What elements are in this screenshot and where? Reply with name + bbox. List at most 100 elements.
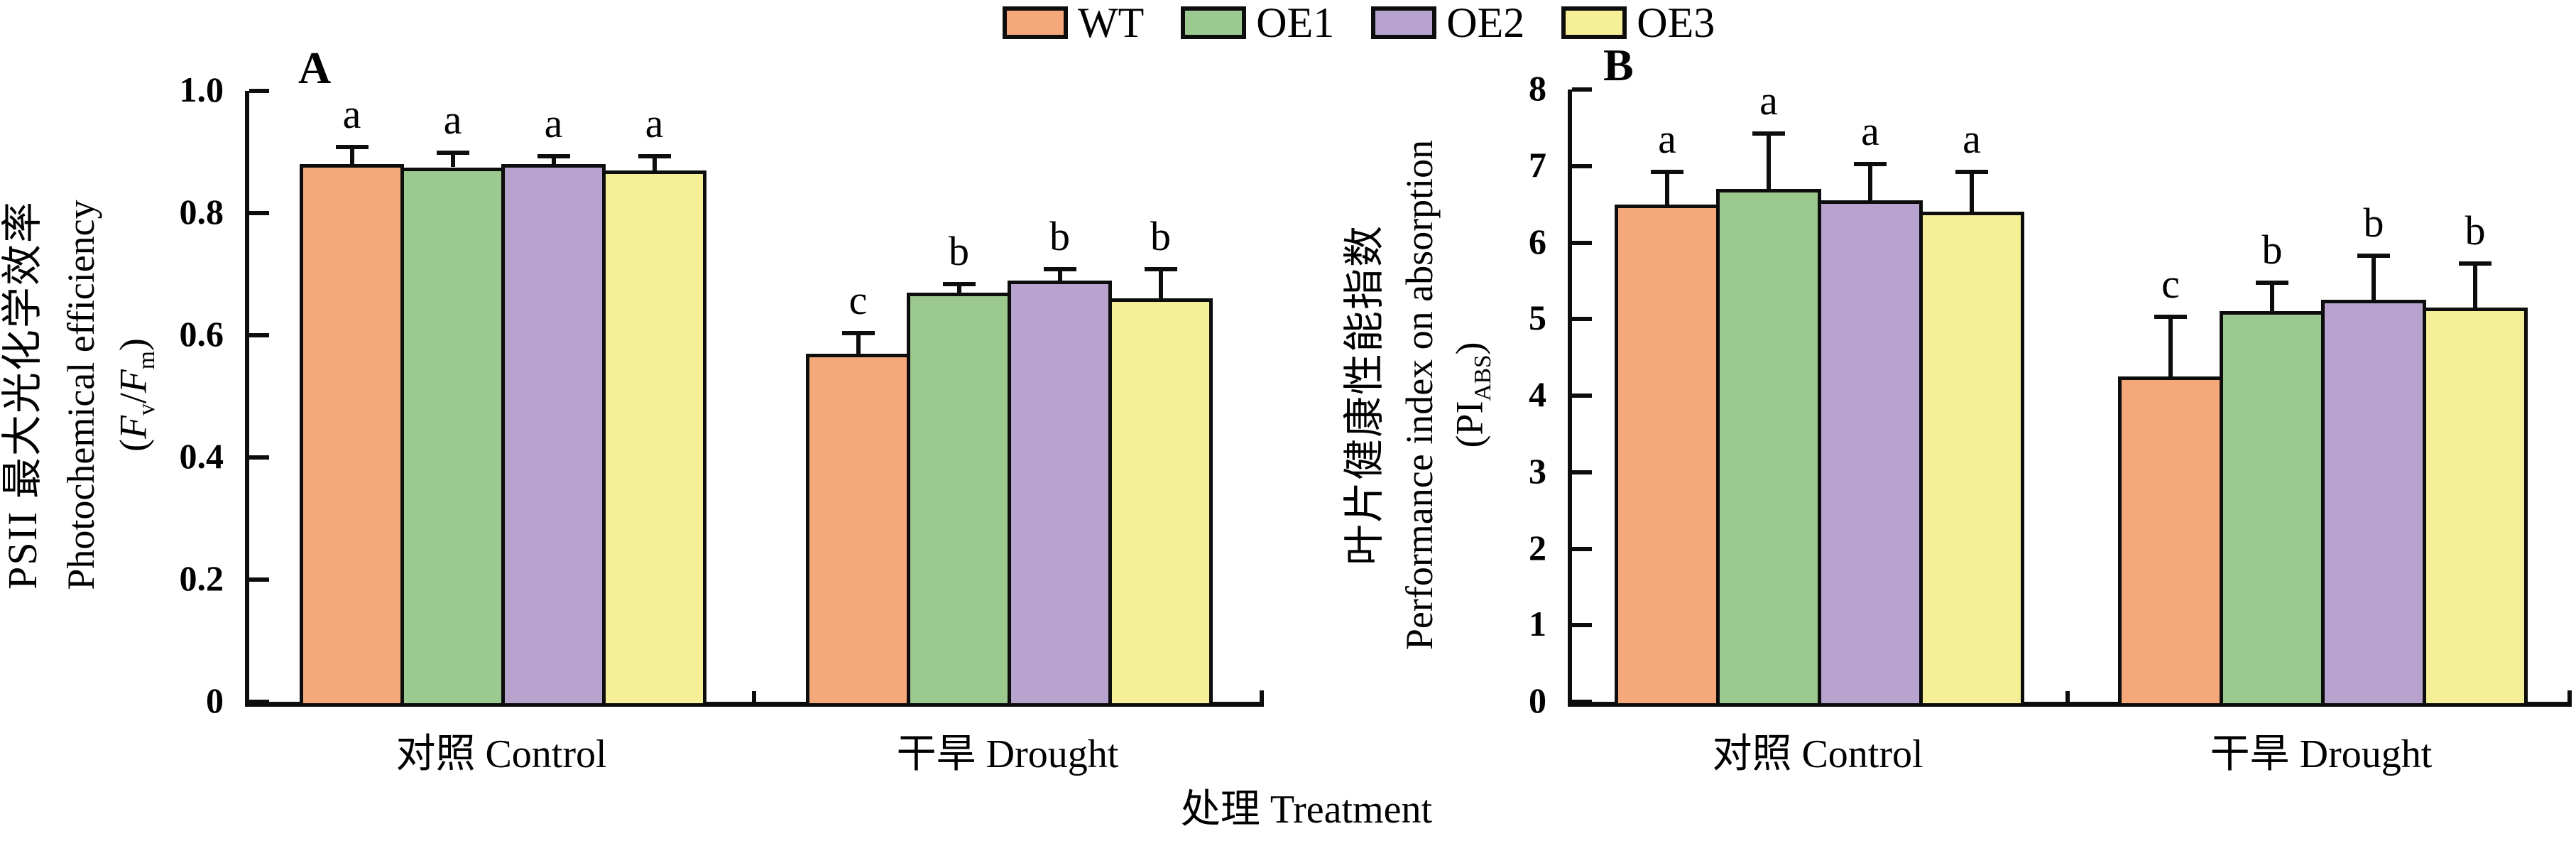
y-axis-formula-segment: m — [133, 351, 160, 370]
y-tick-label: 4 — [1529, 374, 1546, 414]
y-axis-tick — [1572, 394, 1592, 398]
error-bar — [1868, 166, 1872, 201]
y-axis-tick — [249, 211, 269, 215]
y-tick-label: 1 — [1529, 604, 1546, 644]
error-bar-cap — [1651, 169, 1683, 174]
y-axis-tick — [249, 700, 269, 704]
error-bar-cap — [2154, 315, 2187, 320]
legend-item-oe1: OE1 — [1181, 1, 1334, 44]
error-bar — [1767, 135, 1771, 190]
error-bar — [652, 158, 657, 170]
y-axis-tick — [249, 333, 269, 337]
y-tick-label: 0 — [206, 680, 224, 720]
error-bar-cap — [2459, 261, 2492, 266]
significance-letter: b — [2261, 226, 2283, 273]
y-tick-label: 8 — [1529, 68, 1546, 108]
legend-item-oe2: OE2 — [1371, 1, 1524, 44]
bar-wt-control — [300, 164, 404, 707]
bar-oe1-control — [1716, 189, 1821, 707]
error-bar — [956, 286, 961, 293]
x-axis-line — [1568, 702, 2572, 707]
error-bar — [2270, 284, 2274, 312]
significance-letter: b — [2465, 207, 2486, 254]
category-label: 对照 Control — [395, 732, 607, 776]
y-tick-label: 5 — [1529, 298, 1546, 338]
legend-item-wt: WT — [1003, 1, 1144, 44]
x-axis-separator-tick — [2065, 691, 2070, 702]
legend-swatch-icon — [1003, 6, 1068, 39]
bar-oe3-control — [1919, 212, 2024, 707]
significance-letter: a — [544, 99, 563, 146]
y-tick-label: 2 — [1529, 527, 1546, 568]
error-bar-cap — [1752, 131, 1785, 136]
significance-letter: b — [1049, 212, 1070, 259]
y-tick-label: 1.0 — [179, 70, 224, 109]
bar-wt-control — [1615, 204, 1720, 707]
y-axis-tick — [1572, 470, 1592, 474]
error-bar — [1057, 271, 1062, 281]
error-bar — [1158, 271, 1163, 299]
error-bar — [2372, 258, 2376, 300]
y-axis-line — [1568, 89, 1572, 707]
y-axis-formula-segment: (PI — [1448, 401, 1491, 448]
y-axis-tick — [1572, 163, 1592, 168]
legend-label: WT — [1078, 0, 1145, 46]
x-axis-title: 处理 Treatment — [1180, 788, 1433, 832]
y-axis-title: Performance index on absorption — [1398, 139, 1441, 651]
x-axis-separator-tick — [752, 691, 756, 702]
legend-label: OE2 — [1446, 0, 1525, 46]
legend-swatch-icon — [1561, 6, 1627, 39]
y-tick-label: 3 — [1529, 450, 1546, 491]
y-axis-formula-segment: F — [111, 415, 155, 439]
panel-letter: A — [298, 43, 332, 93]
y-axis-formula-segment: v — [133, 403, 160, 416]
y-axis-tick — [1572, 317, 1592, 322]
y-tick-label: 7 — [1529, 144, 1546, 185]
error-bar — [349, 148, 354, 165]
bar-oe3-drought — [1108, 298, 1213, 707]
y-axis-line — [245, 91, 249, 707]
significance-letter: a — [443, 97, 462, 143]
y-tick-label: 0.6 — [179, 314, 224, 354]
error-bar-cap — [1144, 266, 1177, 271]
error-bar — [2473, 265, 2477, 308]
legend-item-oe3: OE3 — [1561, 1, 1715, 44]
bar-oe3-control — [602, 170, 706, 707]
legend-label: OE3 — [1637, 0, 1715, 46]
bar-oe2-control — [501, 164, 606, 707]
significance-letter: b — [1150, 212, 1171, 259]
bar-oe1-control — [400, 167, 505, 707]
legend-label: OE1 — [1256, 0, 1335, 46]
y-axis-formula-segment: ABS — [1470, 354, 1497, 401]
error-bar-cap — [2357, 254, 2390, 259]
y-axis-tick — [1572, 87, 1592, 92]
error-bar-cap — [335, 144, 369, 149]
y-axis-tick — [249, 455, 269, 460]
significance-letter: a — [1658, 115, 1676, 162]
y-axis-formula-segment: / — [111, 393, 155, 404]
significance-letter: c — [2161, 261, 2180, 308]
category-label: 对照 Control — [1712, 732, 1923, 776]
error-bar — [551, 158, 556, 165]
significance-letter: b — [2363, 200, 2384, 246]
y-axis-formula-segment: ( — [111, 438, 155, 452]
y-axis-formula-segment: ) — [111, 338, 155, 352]
y-axis-title: (Fv/Fm) — [111, 338, 160, 452]
y-axis-title: (PIABS) — [1448, 342, 1497, 448]
error-bar-cap — [1854, 161, 1887, 166]
bar-oe2-drought — [2321, 300, 2426, 707]
error-bar-cap — [1955, 169, 1988, 174]
error-bar — [450, 155, 455, 168]
category-label: 干旱 Drought — [896, 732, 1119, 776]
legend-swatch-icon — [1181, 6, 1247, 39]
y-axis-tick — [1572, 546, 1592, 551]
bar-oe1-drought — [907, 292, 1011, 707]
y-axis-formula-segment: ) — [1448, 342, 1491, 355]
bar-oe3-drought — [2423, 308, 2528, 707]
error-bar-cap — [537, 153, 570, 158]
error-bar-cap — [436, 151, 469, 156]
significance-letter: a — [645, 99, 664, 146]
bar-wt-drought — [2118, 376, 2223, 707]
significance-letter: a — [342, 90, 361, 137]
